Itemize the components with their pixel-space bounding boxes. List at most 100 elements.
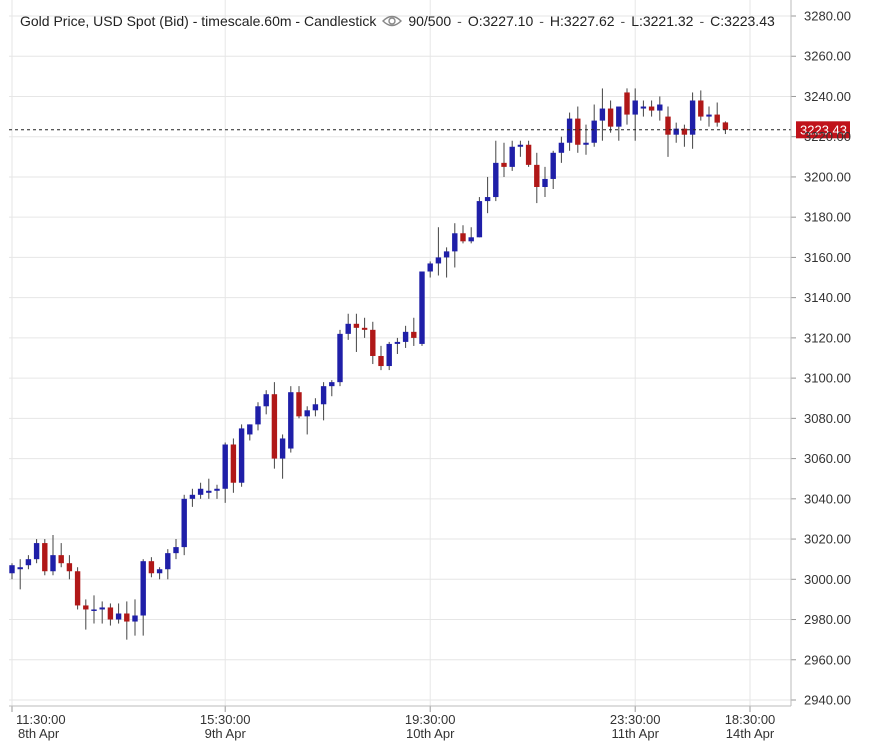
candle[interactable] <box>648 100 655 117</box>
candle[interactable] <box>189 488 196 507</box>
candle[interactable] <box>673 122 679 143</box>
candle[interactable] <box>509 140 515 171</box>
candle[interactable] <box>83 599 89 630</box>
candle-body <box>107 607 114 620</box>
candle[interactable] <box>616 106 622 141</box>
candle[interactable] <box>566 112 573 151</box>
candle[interactable] <box>42 539 48 576</box>
candle[interactable] <box>197 482 204 499</box>
candle-body <box>156 569 163 574</box>
candle[interactable] <box>107 603 114 626</box>
candle[interactable] <box>411 317 417 346</box>
candle[interactable] <box>460 225 466 244</box>
candle[interactable] <box>329 380 335 397</box>
candle-body <box>255 406 261 425</box>
candle[interactable] <box>165 549 171 580</box>
candle[interactable] <box>91 595 97 624</box>
candle[interactable] <box>124 601 130 640</box>
candle[interactable] <box>419 271 425 346</box>
x-tick-time-label: 23:30:00 <box>610 712 661 727</box>
candle[interactable] <box>607 100 614 133</box>
candle[interactable] <box>550 150 556 190</box>
candle[interactable] <box>575 106 581 153</box>
candle[interactable] <box>288 386 294 453</box>
candle[interactable] <box>378 345 384 371</box>
candle[interactable] <box>255 402 261 431</box>
candle[interactable] <box>99 601 105 624</box>
candle[interactable] <box>58 543 64 568</box>
candle[interactable] <box>25 555 32 570</box>
candle[interactable] <box>17 559 23 590</box>
candle[interactable] <box>361 317 368 338</box>
candle-series[interactable] <box>9 88 729 640</box>
candle[interactable] <box>214 484 220 499</box>
candle[interactable] <box>525 140 532 167</box>
candle[interactable] <box>370 321 376 365</box>
eye-icon[interactable] <box>382 14 403 28</box>
candle-body <box>386 343 392 367</box>
candle[interactable] <box>599 88 606 141</box>
candle[interactable] <box>296 386 302 419</box>
candle-body <box>165 553 171 570</box>
candle[interactable] <box>263 390 269 415</box>
candle[interactable] <box>558 136 565 163</box>
candle[interactable] <box>156 567 163 580</box>
candle[interactable] <box>140 559 146 636</box>
candle[interactable] <box>312 398 319 417</box>
candle[interactable] <box>337 329 343 387</box>
candle[interactable] <box>591 104 597 147</box>
candle[interactable] <box>353 313 360 352</box>
candle[interactable] <box>722 121 729 135</box>
candle[interactable] <box>9 563 15 580</box>
candle[interactable] <box>517 140 524 157</box>
candle[interactable] <box>238 424 245 487</box>
candle[interactable] <box>66 555 73 580</box>
candle[interactable] <box>206 478 212 499</box>
candle[interactable] <box>706 106 712 127</box>
candle-body <box>296 392 302 417</box>
candle[interactable] <box>394 337 401 354</box>
candle[interactable] <box>247 424 253 441</box>
candle[interactable] <box>640 100 647 117</box>
candle[interactable] <box>698 90 704 121</box>
candle[interactable] <box>173 539 179 560</box>
candle[interactable] <box>148 557 155 578</box>
candle[interactable] <box>402 325 409 348</box>
candle[interactable] <box>714 102 720 127</box>
candle[interactable] <box>181 494 187 556</box>
candle[interactable] <box>501 142 507 177</box>
candle[interactable] <box>665 106 671 157</box>
candle[interactable] <box>468 227 474 244</box>
candle[interactable] <box>230 438 237 493</box>
candle[interactable] <box>271 382 278 469</box>
candle[interactable] <box>435 227 442 276</box>
candle[interactable] <box>493 140 499 202</box>
candle[interactable] <box>74 567 81 610</box>
candle[interactable] <box>427 261 433 278</box>
candle[interactable] <box>222 442 228 503</box>
candle[interactable] <box>33 539 40 564</box>
candle[interactable] <box>386 341 392 371</box>
candle-body <box>370 329 376 356</box>
candle[interactable] <box>452 223 458 268</box>
candle[interactable] <box>50 535 56 576</box>
candle[interactable] <box>115 603 122 624</box>
candle[interactable] <box>632 88 638 141</box>
candle[interactable] <box>279 434 286 479</box>
candle[interactable] <box>657 96 663 121</box>
candle[interactable] <box>132 599 138 636</box>
candle[interactable] <box>689 92 696 149</box>
candle[interactable] <box>624 88 630 125</box>
candle[interactable] <box>484 176 491 214</box>
candle[interactable] <box>681 124 688 147</box>
candle-body <box>468 237 474 242</box>
candle[interactable] <box>534 152 540 204</box>
candle[interactable] <box>320 382 327 421</box>
candle[interactable] <box>345 313 351 340</box>
candle[interactable] <box>476 197 483 238</box>
candle[interactable] <box>304 406 310 435</box>
candle[interactable] <box>443 247 450 278</box>
candle[interactable] <box>542 166 548 198</box>
